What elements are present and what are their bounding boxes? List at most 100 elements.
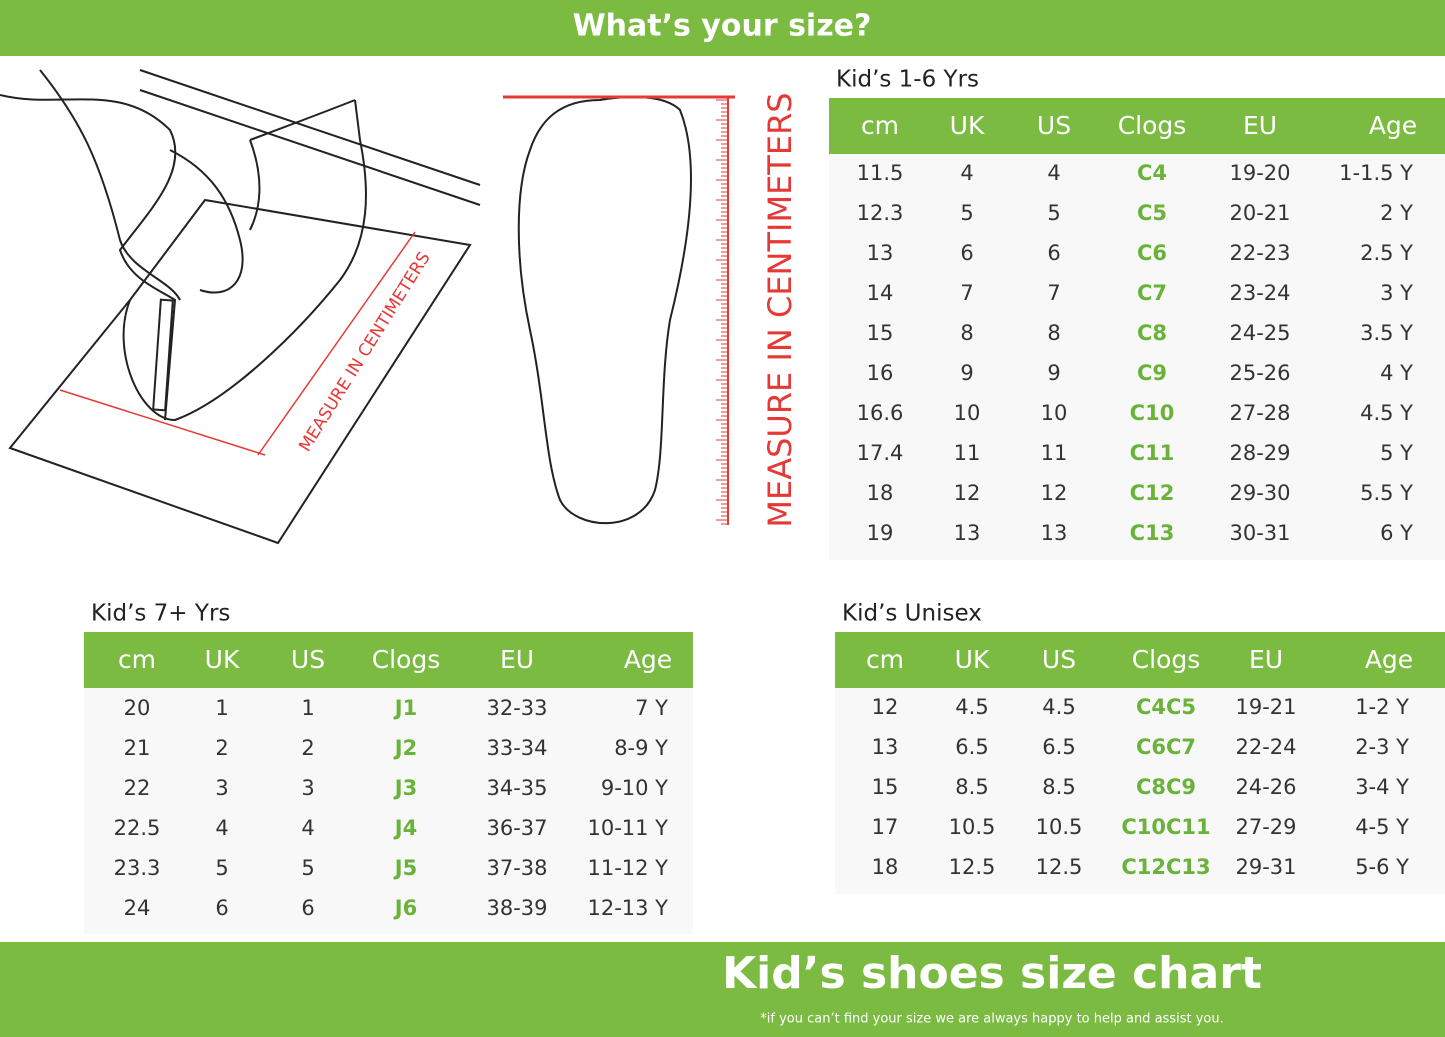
table-cell: 4.5 Y <box>1360 401 1413 425</box>
column-header: US <box>1042 645 1076 674</box>
table-cell: 5 <box>1047 201 1060 225</box>
table-title: Kid’s 7+ Yrs <box>91 601 230 627</box>
clog-size: J3 <box>393 776 417 800</box>
table-cell: 1-2 Y <box>1355 695 1409 719</box>
table-cell: 24-25 <box>1229 321 1290 345</box>
table-cell: 25-26 <box>1229 361 1290 385</box>
clog-size: C4 <box>1137 161 1167 185</box>
column-header: EU <box>1249 645 1283 674</box>
clog-size: C10 <box>1130 401 1175 425</box>
table-cell: 4.5 <box>1042 695 1075 719</box>
table-cell: 11-12 Y <box>587 856 668 880</box>
table-cell: 27-29 <box>1235 815 1296 839</box>
table-cell: 10-11 Y <box>587 816 668 840</box>
table-cell: 22-24 <box>1235 735 1296 759</box>
table-cell: 4.5 <box>955 695 988 719</box>
table-cell: 12.5 <box>1036 855 1083 879</box>
table-cell: 3.5 Y <box>1360 321 1413 345</box>
table-cell: 6 <box>1047 241 1060 265</box>
table-cell: 22.5 <box>114 816 161 840</box>
table-cell: 8.5 <box>955 775 988 799</box>
table-cell: 4 <box>301 816 314 840</box>
table-cell: 19 <box>867 521 894 545</box>
table-cell: 13 <box>872 735 899 759</box>
column-header: UK <box>955 645 990 674</box>
table-cell: 12.3 <box>857 201 904 225</box>
column-header: cm <box>861 111 899 140</box>
table-cell: 37-38 <box>486 856 547 880</box>
table-cell: 6.5 <box>1042 735 1075 759</box>
table-cell: 17.4 <box>857 441 904 465</box>
table-cell: 8 <box>1047 321 1060 345</box>
table-cell: 28-29 <box>1229 441 1290 465</box>
measure-illustration <box>0 69 481 545</box>
table-cell: 15 <box>867 321 894 345</box>
table-cell: 19-21 <box>1235 695 1296 719</box>
column-header: EU <box>500 645 534 674</box>
table-cell: 27-28 <box>1229 401 1290 425</box>
table-cell: 6.5 <box>955 735 988 759</box>
table-cell: 2-3 Y <box>1355 735 1409 759</box>
table-cell: 3 <box>301 776 314 800</box>
table-cell: 18 <box>872 855 899 879</box>
column-header: cm <box>118 645 156 674</box>
table-cell: 13 <box>867 241 894 265</box>
table-cell: 6 <box>215 896 228 920</box>
column-header: Age <box>1369 111 1417 140</box>
table-cell: 4-5 Y <box>1355 815 1409 839</box>
table-cell: 11 <box>954 441 981 465</box>
clog-size: C6C7 <box>1136 735 1196 759</box>
column-header: US <box>291 645 325 674</box>
table-cell: 22-23 <box>1229 241 1290 265</box>
table-cell: 22 <box>124 776 151 800</box>
table-cell: 17 <box>872 815 899 839</box>
table-cell: 14 <box>867 281 894 305</box>
foot-illustration <box>503 95 735 525</box>
clog-size: C9 <box>1137 361 1167 385</box>
clog-size: C11 <box>1130 441 1175 465</box>
table-cell: 9 <box>960 361 973 385</box>
table-cell: 12 <box>1041 481 1068 505</box>
table-cell: 4 <box>215 816 228 840</box>
clog-size: C12 <box>1130 481 1175 505</box>
table-cell: 13 <box>1041 521 1068 545</box>
table-cell: 16.6 <box>857 401 904 425</box>
table-cell: 12 <box>954 481 981 505</box>
table-cell: 20 <box>124 696 151 720</box>
table-cell: 24-26 <box>1235 775 1296 799</box>
table-cell: 19-20 <box>1229 161 1290 185</box>
table-cell: 3-4 Y <box>1355 775 1409 799</box>
clog-size: C7 <box>1137 281 1167 305</box>
table-cell: 9-10 Y <box>601 776 668 800</box>
clog-size: C8C9 <box>1136 775 1196 799</box>
table-cell: 23-24 <box>1229 281 1290 305</box>
table-cell: 10.5 <box>1036 815 1083 839</box>
table-cell: 4 Y <box>1380 361 1413 385</box>
table-title: Kid’s 1-6 Yrs <box>836 67 979 93</box>
table-cell: 12 <box>872 695 899 719</box>
clog-size: C10C11 <box>1121 815 1210 839</box>
table-cell: 4 <box>1047 161 1060 185</box>
table-cell: 10 <box>954 401 981 425</box>
table-cell: 5 <box>215 856 228 880</box>
table-cell: 1 <box>215 696 228 720</box>
table-cell: 33-34 <box>486 736 547 760</box>
clog-size: C13 <box>1130 521 1175 545</box>
table-cell: 4 <box>960 161 973 185</box>
table-cell: 23.3 <box>114 856 161 880</box>
column-header: UK <box>950 111 985 140</box>
table-cell: 16 <box>867 361 894 385</box>
table-cell: 7 Y <box>635 696 668 720</box>
clog-size: C6 <box>1137 241 1167 265</box>
table-cell: 12-13 Y <box>587 896 668 920</box>
table-header-bar <box>835 632 1445 688</box>
table-cell: 15 <box>872 775 899 799</box>
table-title: Kid’s Unisex <box>842 601 982 627</box>
table-cell: 5.5 Y <box>1360 481 1413 505</box>
table-cell: 30-31 <box>1229 521 1290 545</box>
table-cell: 29-30 <box>1229 481 1290 505</box>
table-cell: 21 <box>124 736 151 760</box>
column-header: EU <box>1243 111 1277 140</box>
clog-size: C8 <box>1137 321 1167 345</box>
